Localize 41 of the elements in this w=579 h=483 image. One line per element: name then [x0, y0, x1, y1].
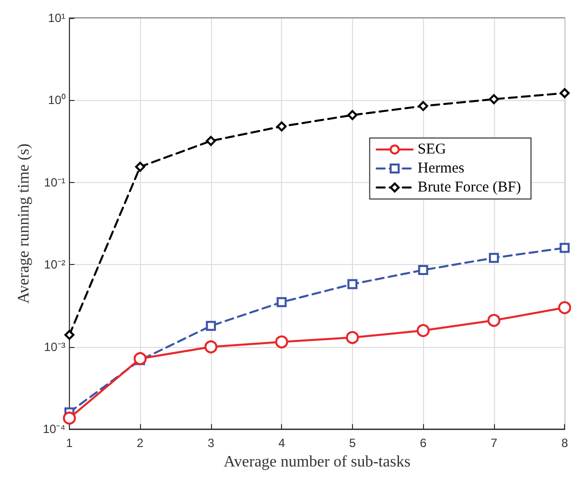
point — [62, 412, 76, 425]
x-tick-label: 6 — [420, 436, 427, 450]
x-tick-label: 8 — [561, 436, 568, 450]
x-tick-label: 5 — [349, 436, 356, 450]
x-tick-label: 3 — [208, 436, 215, 450]
point — [206, 320, 216, 331]
point — [488, 94, 499, 104]
point — [488, 252, 499, 263]
y-tick-label: 10¹ — [48, 11, 66, 25]
point — [487, 314, 500, 327]
point — [206, 136, 216, 146]
legend-label: SEG — [418, 142, 446, 158]
y-tick-label: 10⁻⁴ — [42, 422, 66, 436]
legend-label: Hermes — [418, 160, 464, 176]
point — [275, 335, 288, 348]
point — [134, 352, 147, 366]
point — [276, 121, 287, 132]
y-tick-label: 10⁻¹ — [44, 175, 66, 190]
legend-label: Brute Force (BF) — [418, 180, 522, 196]
y-tick-label: 10⁻² — [44, 258, 66, 272]
point — [418, 101, 428, 112]
point — [418, 265, 428, 276]
x-tick-label: 7 — [490, 436, 498, 450]
point — [560, 88, 570, 98]
point — [347, 279, 358, 290]
y-axis-title: Average running time (s) — [16, 144, 32, 304]
x-axis-title: Average number of sub-tasks — [224, 454, 410, 470]
point — [347, 110, 358, 120]
point — [204, 340, 218, 354]
point — [416, 324, 430, 338]
point — [558, 301, 571, 314]
point — [135, 162, 146, 172]
point — [276, 297, 287, 308]
x-tick-label: 2 — [136, 436, 144, 450]
y-tick-label: 10⁻³ — [44, 340, 66, 354]
point — [64, 330, 74, 340]
x-tick-label: 4 — [278, 436, 286, 450]
point — [560, 242, 570, 253]
point — [346, 331, 359, 344]
y-tick-label: 10⁰ — [48, 93, 66, 108]
x-tick-label: 1 — [66, 436, 74, 450]
